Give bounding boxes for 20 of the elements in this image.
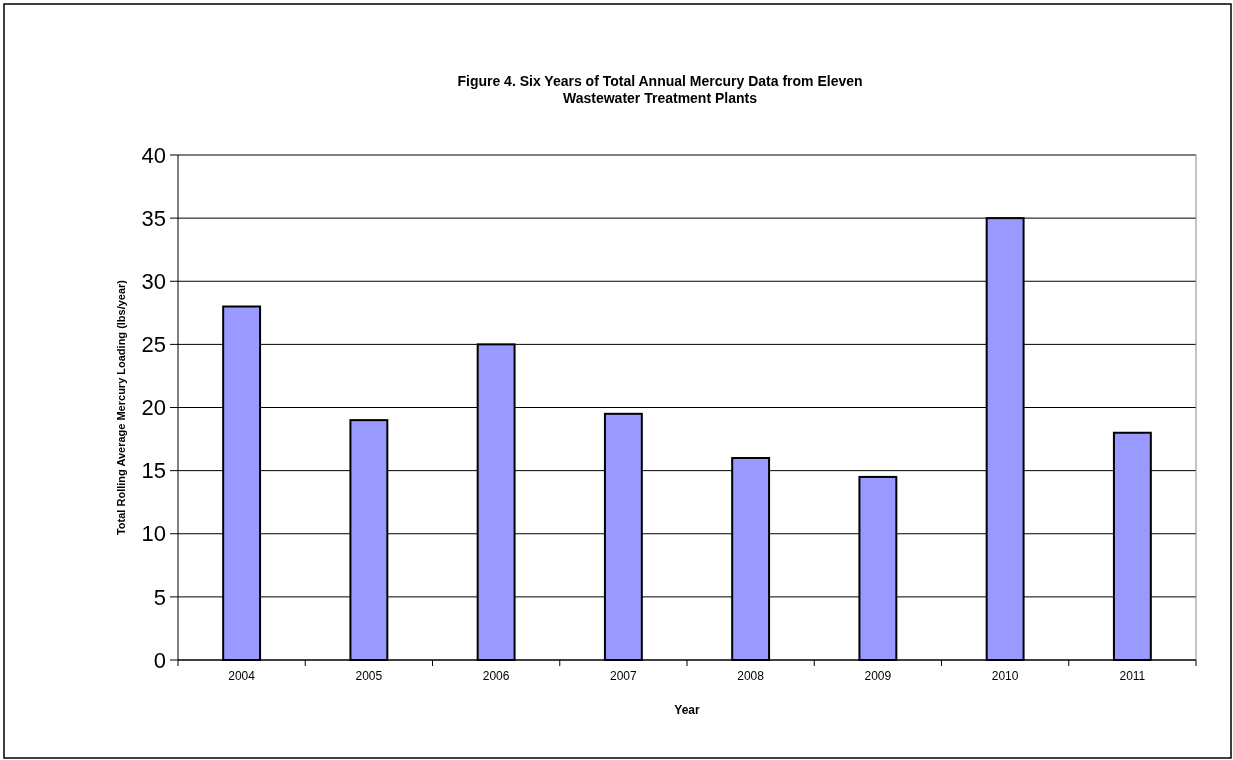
y-tick-label: 40 <box>141 142 166 168</box>
y-tick-label: 20 <box>141 395 166 421</box>
y-tick-label: 25 <box>141 332 166 358</box>
y-tick-label: 15 <box>141 458 166 484</box>
x-tick-label: 2005 <box>355 669 383 683</box>
y-tick-label: 35 <box>141 205 166 231</box>
y-tick-label: 10 <box>141 521 166 547</box>
x-tick-label: 2008 <box>737 669 765 683</box>
x-tick-label: 2010 <box>991 669 1019 683</box>
y-tick-label: 5 <box>153 584 166 610</box>
x-tick-label: 2007 <box>610 669 638 683</box>
y-tick-label: 0 <box>153 647 166 673</box>
y-axis-title: Total Rolling Average Mercury Loading (lbs/year) <box>115 279 127 536</box>
x-tick-label: 2006 <box>482 669 510 683</box>
x-tick-label: 2011 <box>1119 669 1146 683</box>
x-tick-label: 2009 <box>864 669 892 683</box>
chart-title: Figure 4. Six Years of Total Annual Mercury Data from Eleven Wastewater Treatment Plants <box>457 73 863 106</box>
x-axis-title: Year <box>674 703 701 717</box>
x-tick-label: 2004 <box>228 669 256 683</box>
y-tick-label: 30 <box>141 268 166 294</box>
